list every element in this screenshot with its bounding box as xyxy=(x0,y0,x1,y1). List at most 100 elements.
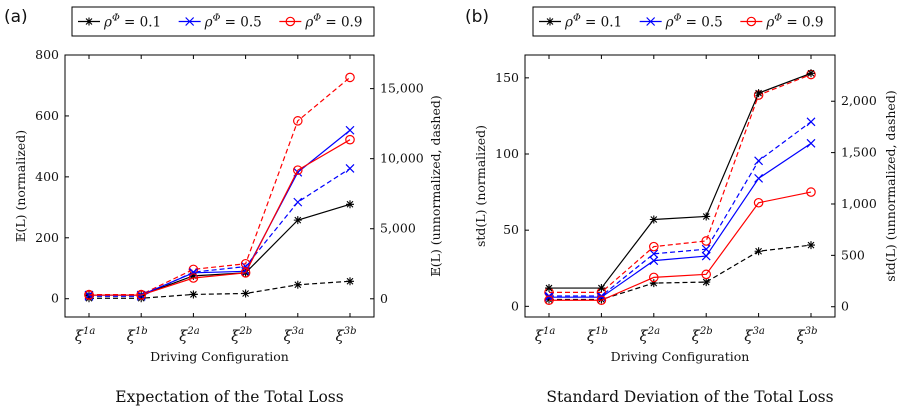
data-point xyxy=(346,277,354,286)
data-point xyxy=(189,290,198,299)
legend-label: ρΦ = 0.1 xyxy=(564,13,622,31)
series-solid-1 xyxy=(544,138,816,302)
data-point xyxy=(545,295,553,304)
legend-entry: ρΦ = 0.1 xyxy=(539,13,622,31)
panel-label: (a) xyxy=(4,7,28,27)
left-tick-label: 100 xyxy=(495,146,519,161)
chart-panel-b: (b) 0 50 100 150 0 500 1,000 1,500 2,000 ξ1a ξ1b ξ2a… xyxy=(465,6,898,406)
data-point xyxy=(240,268,251,278)
left-tick-label: 0 xyxy=(511,298,519,313)
data-point xyxy=(753,197,764,208)
x-tick-label: ξ2a xyxy=(640,326,661,345)
data-point xyxy=(754,156,764,166)
legend-label: ρΦ = 0.9 xyxy=(304,13,362,31)
right-tick-label: 5,000 xyxy=(380,221,416,236)
x-axis-label: Driving Configuration xyxy=(150,349,289,364)
data-point xyxy=(185,17,195,26)
series-dashed-4 xyxy=(544,117,816,301)
data-point xyxy=(649,215,658,224)
y-axis-label-right: std(L) (unnormalized, dashed) xyxy=(883,90,898,281)
data-point xyxy=(649,256,659,266)
data-point xyxy=(293,216,302,225)
series-line xyxy=(89,280,351,299)
legend: ρΦ = 0.1 ρΦ = 0.5 ρΦ = 0.9 xyxy=(71,6,375,37)
data-point xyxy=(188,268,198,278)
data-point xyxy=(701,269,711,280)
legend-box xyxy=(71,6,375,37)
x-tick-label: ξ3a xyxy=(744,326,765,345)
panel-label: (b) xyxy=(465,7,489,27)
data-point xyxy=(754,173,764,183)
series-dashed-4 xyxy=(84,164,355,301)
data-point xyxy=(345,72,355,83)
data-point xyxy=(701,251,711,261)
x-tick-label: ξ2b xyxy=(231,326,252,345)
data-point xyxy=(293,197,303,207)
data-point xyxy=(597,284,606,293)
x-axis-label: Driving Configuration xyxy=(611,349,750,364)
left-tick-label: 50 xyxy=(503,222,519,237)
data-point xyxy=(292,116,303,126)
data-point xyxy=(806,138,816,148)
series-line xyxy=(89,139,351,296)
data-point xyxy=(646,17,656,26)
series-dashed-5 xyxy=(84,72,355,300)
figure-caption: Standard Deviation of the Total Loss xyxy=(546,388,833,406)
data-point xyxy=(345,125,355,135)
x-tick-label: ξ2a xyxy=(179,326,200,345)
plot-frame xyxy=(64,54,375,318)
data-point xyxy=(597,295,606,304)
series-solid-2 xyxy=(84,134,355,300)
data-point xyxy=(806,187,816,197)
series-solid-2 xyxy=(544,187,816,306)
data-point xyxy=(754,247,763,256)
legend-entry: ρΦ = 0.1 xyxy=(78,13,161,31)
series-line xyxy=(549,72,812,289)
figure-caption: Expectation of the Total Loss xyxy=(115,388,343,406)
x-tick-label: ξ1b xyxy=(127,326,148,345)
data-point xyxy=(648,272,659,283)
series-line xyxy=(549,73,812,293)
y-axis-label-right: 𝔼(L) (unnormalized, dashed) xyxy=(428,95,443,277)
right-tick-label: 1,000 xyxy=(841,196,877,211)
data-point xyxy=(241,289,250,298)
legend-entry: ρΦ = 0.9 xyxy=(279,13,362,31)
left-tick-label: 800 xyxy=(35,47,59,62)
data-point xyxy=(292,165,303,175)
data-point xyxy=(285,16,296,27)
data-point xyxy=(807,69,815,78)
right-tick-label: 0 xyxy=(380,291,388,306)
legend-label: ρΦ = 0.5 xyxy=(204,13,262,31)
y-axis-label-left: 𝔼(L) (normalized) xyxy=(13,130,28,242)
x-tick-label: ξ2b xyxy=(692,326,713,345)
legend-entry: ρΦ = 0.5 xyxy=(178,13,262,31)
data-point xyxy=(345,164,355,173)
series-solid-0 xyxy=(545,69,815,293)
legend-label: ρΦ = 0.9 xyxy=(765,13,823,31)
right-tick-label: 15,000 xyxy=(380,81,424,96)
data-point xyxy=(649,279,658,288)
legend-label: ρΦ = 0.1 xyxy=(103,13,161,31)
right-tick-label: 0 xyxy=(841,299,849,314)
series-line xyxy=(549,121,812,297)
data-point xyxy=(702,278,711,287)
x-tick-label: ξ3b xyxy=(796,326,817,345)
series-dashed-5 xyxy=(544,69,816,298)
legend: ρΦ = 0.1 ρΦ = 0.5 ρΦ = 0.9 xyxy=(532,6,836,37)
data-point xyxy=(807,241,815,250)
data-point xyxy=(346,200,354,209)
left-tick-label: 600 xyxy=(35,108,59,123)
data-point xyxy=(754,89,763,98)
series-solid-1 xyxy=(84,125,355,300)
left-tick-label: 200 xyxy=(35,230,59,245)
data-point xyxy=(702,212,711,221)
x-tick-label: ξ1a xyxy=(75,326,96,345)
series-line xyxy=(89,203,351,296)
data-point xyxy=(648,241,659,252)
legend-entry: ρΦ = 0.9 xyxy=(740,13,823,31)
data-point xyxy=(546,17,554,26)
series-line xyxy=(89,129,351,296)
data-point xyxy=(345,134,355,145)
data-point xyxy=(188,273,199,283)
